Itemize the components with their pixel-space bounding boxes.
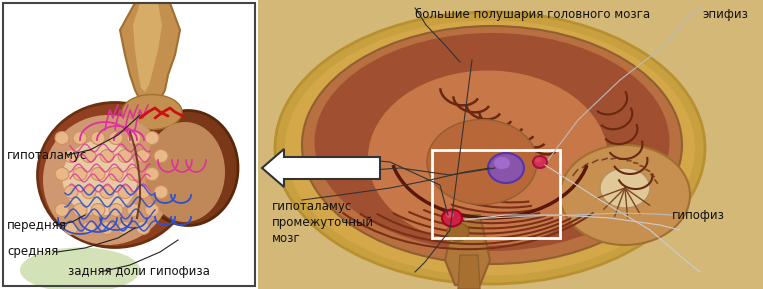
Polygon shape [120,3,180,105]
Text: большие полушария головного мозга: большие полушария головного мозга [415,8,650,21]
Ellipse shape [446,212,454,218]
Ellipse shape [136,186,150,199]
Text: гипоталамус: гипоталамус [7,149,87,162]
Ellipse shape [314,33,669,251]
Ellipse shape [55,131,69,144]
Ellipse shape [109,168,123,181]
Ellipse shape [136,221,150,234]
Ellipse shape [533,156,547,168]
Ellipse shape [442,210,462,227]
Polygon shape [133,3,162,92]
FancyArrow shape [262,149,380,187]
Ellipse shape [20,247,140,289]
Ellipse shape [91,203,105,216]
Ellipse shape [109,131,123,144]
Text: эпифиз: эпифиз [702,8,748,21]
Ellipse shape [145,168,159,181]
Polygon shape [445,215,490,285]
Ellipse shape [100,186,114,199]
Ellipse shape [109,203,123,216]
Ellipse shape [82,186,96,199]
Ellipse shape [55,203,69,216]
Ellipse shape [91,168,105,181]
Ellipse shape [73,131,87,144]
Ellipse shape [447,223,469,241]
Ellipse shape [118,221,132,234]
Ellipse shape [127,168,141,181]
Ellipse shape [82,221,96,234]
Ellipse shape [275,12,705,284]
Ellipse shape [154,149,168,162]
Ellipse shape [82,149,96,162]
Ellipse shape [127,131,141,144]
Polygon shape [458,255,480,289]
Ellipse shape [73,168,87,181]
Ellipse shape [122,95,182,129]
Text: задняя доли гипофиза: задняя доли гипофиза [68,266,210,279]
Text: средняя: средняя [7,245,58,258]
Ellipse shape [145,203,159,216]
Ellipse shape [600,168,650,208]
Ellipse shape [64,149,78,162]
Ellipse shape [302,26,682,264]
Ellipse shape [64,186,78,199]
Ellipse shape [118,149,132,162]
Bar [432,150,560,238]
Ellipse shape [100,149,114,162]
Ellipse shape [285,21,695,275]
Ellipse shape [488,153,524,183]
Ellipse shape [100,221,114,234]
Ellipse shape [73,203,87,216]
Ellipse shape [127,203,141,216]
Ellipse shape [138,110,238,225]
Text: гипоталамус
промежуточный
мозг: гипоталамус промежуточный мозг [272,200,374,245]
Ellipse shape [560,145,690,245]
Ellipse shape [37,103,192,247]
Ellipse shape [63,140,137,216]
Bar [3,3,255,286]
Ellipse shape [118,186,132,199]
Ellipse shape [43,115,173,245]
Ellipse shape [91,131,105,144]
Bar [258,0,763,289]
Ellipse shape [154,186,168,199]
Ellipse shape [55,168,69,181]
Ellipse shape [427,119,537,205]
Text: передняя: передняя [7,218,67,231]
Ellipse shape [145,122,225,222]
Ellipse shape [535,158,541,162]
Text: гипофиз: гипофиз [672,208,725,221]
Ellipse shape [145,131,159,144]
Ellipse shape [494,157,510,169]
Ellipse shape [368,71,608,245]
Ellipse shape [64,221,78,234]
Bar [3,3,255,286]
Ellipse shape [136,149,150,162]
